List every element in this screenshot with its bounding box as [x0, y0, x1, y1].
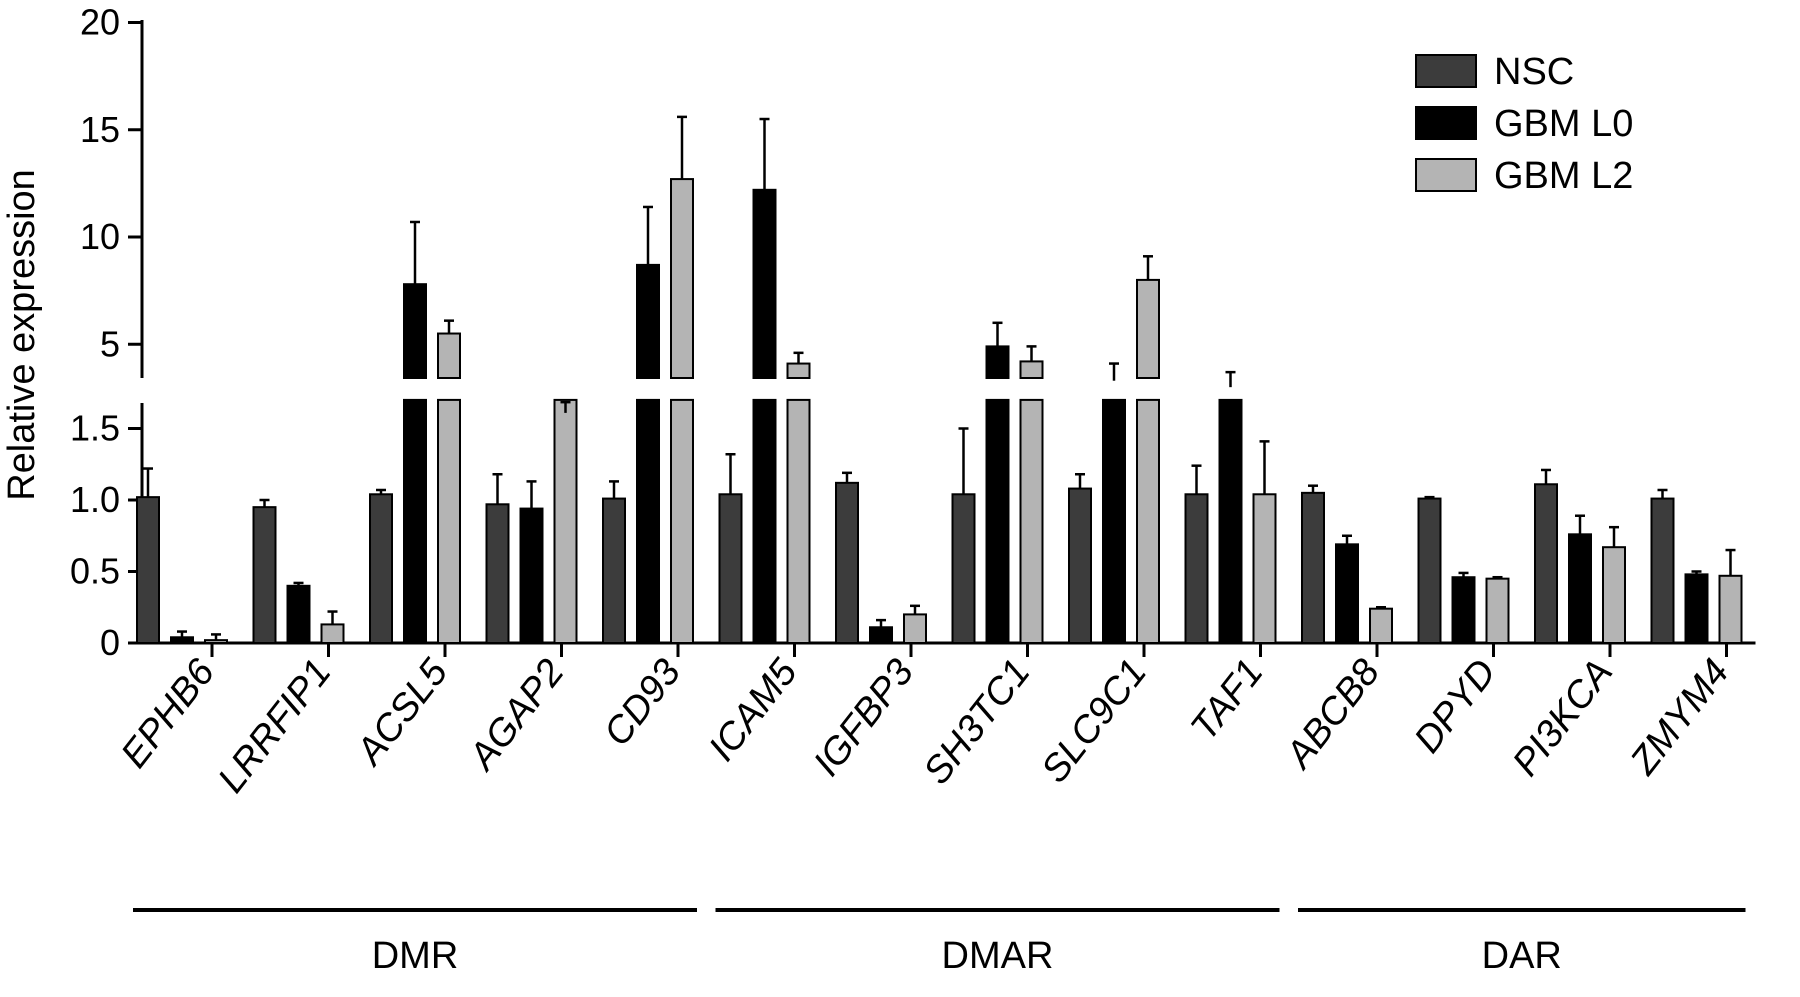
x-tick-label: TAF1 [1183, 652, 1272, 749]
y-tick-label: 0.5 [70, 551, 120, 592]
x-tick-label: SLC9C1 [1034, 652, 1156, 791]
bar-gbm-l2 [553, 398, 578, 644]
y-tick-label: 15 [80, 109, 120, 150]
x-tick-label: PI3KCA [1505, 652, 1621, 784]
x-tick-label: IGFBP3 [806, 652, 922, 784]
bar-gbm-l0 [403, 398, 427, 644]
x-tick-label: EPHB6 [113, 651, 223, 776]
bar-gbm-l2-upper [1019, 360, 1044, 380]
bar-gbm-l2-upper [437, 332, 461, 379]
y-tick-label: 0 [100, 622, 120, 663]
bar-gbm-l0 [1451, 576, 1476, 644]
bar-gbm-l0-upper [985, 345, 1010, 379]
bar-nsc [1417, 497, 1442, 644]
bar-gbm-l2-upper [1136, 278, 1160, 379]
bar-gbm-l0 [752, 398, 777, 644]
x-tick-label: DPYD [1406, 652, 1504, 761]
x-tick-label: ACSL5 [348, 651, 457, 774]
bar-gbm-l2 [1136, 398, 1160, 644]
bar-gbm-l2 [1369, 607, 1393, 644]
bar-nsc [1184, 493, 1209, 644]
bar-gbm-l0 [1218, 398, 1243, 644]
legend-swatch [1415, 158, 1477, 192]
bar-gbm-l2 [1019, 398, 1044, 644]
bar-gbm-l0 [1568, 533, 1592, 645]
bar-gbm-l0-upper [636, 263, 660, 380]
legend-label: GBM L0 [1494, 103, 1633, 145]
x-tick-label: LRRFIP1 [210, 652, 339, 801]
y-axis-title: Relative expression [1, 169, 43, 501]
y-tick-label: 10 [80, 216, 120, 257]
bar-nsc [1068, 487, 1092, 644]
bar-gbm-l2 [1485, 577, 1510, 645]
bar-gbm-l0 [1684, 573, 1709, 644]
bar-gbm-l2 [903, 613, 927, 645]
bar-gbm-l2 [670, 398, 694, 644]
bar-gbm-l2 [204, 639, 228, 645]
bar-nsc [1534, 483, 1558, 644]
bar-gbm-l0-upper [752, 188, 777, 379]
bar-gbm-l0 [286, 584, 311, 644]
bar-gbm-l2-upper [670, 178, 694, 379]
x-tick-label: ABCB8 [1277, 652, 1388, 778]
bar-nsc [485, 503, 510, 645]
bar-nsc [369, 493, 393, 644]
group-label: DAR [1482, 935, 1562, 977]
bar-gbm-l0 [985, 398, 1010, 644]
x-tick-label: SH3TC1 [916, 652, 1039, 793]
legend-swatch [1415, 54, 1477, 88]
x-tick-label: AGAP2 [460, 652, 572, 779]
bar-nsc [1650, 497, 1675, 644]
bar-nsc [951, 493, 976, 644]
y-tick-label: 20 [80, 2, 120, 43]
group-label: DMAR [942, 935, 1054, 977]
y-tick-label: 1.5 [70, 408, 120, 449]
legend-label: NSC [1494, 51, 1574, 93]
bar-gbm-l0 [519, 507, 544, 644]
bar-gbm-l0 [170, 636, 194, 645]
bar-gbm-l2 [786, 398, 811, 644]
x-tick-label: CD93 [596, 652, 689, 754]
bar-nsc [835, 481, 859, 644]
bar-nsc [1301, 491, 1325, 644]
bar-gbm-l0 [869, 626, 893, 645]
bar-gbm-l2 [320, 623, 345, 644]
group-label: DMR [372, 935, 459, 977]
x-tick-label: ZMYM4 [1622, 652, 1738, 783]
legend-swatch [1415, 106, 1477, 140]
bar-gbm-l0 [636, 398, 660, 644]
bar-gbm-l2 [437, 398, 461, 644]
bar-nsc [602, 497, 626, 644]
bar-gbm-l0 [1102, 398, 1126, 644]
bar-nsc [252, 506, 277, 644]
y-tick-label: 5 [100, 323, 120, 364]
legend-label: GBM L2 [1494, 155, 1633, 197]
bar-gbm-l2-upper [786, 362, 811, 379]
bar-gbm-l0-upper [403, 283, 427, 379]
bar-nsc [136, 496, 160, 645]
bar-gbm-l2 [1718, 574, 1743, 644]
bar-gbm-l0 [1335, 543, 1359, 645]
x-tick-label: ICAM5 [701, 651, 806, 769]
bar-gbm-l2 [1252, 493, 1277, 644]
bar-nsc [718, 493, 743, 644]
bar-gbm-l2 [1602, 546, 1626, 644]
y-tick-label: 1.0 [70, 479, 120, 520]
